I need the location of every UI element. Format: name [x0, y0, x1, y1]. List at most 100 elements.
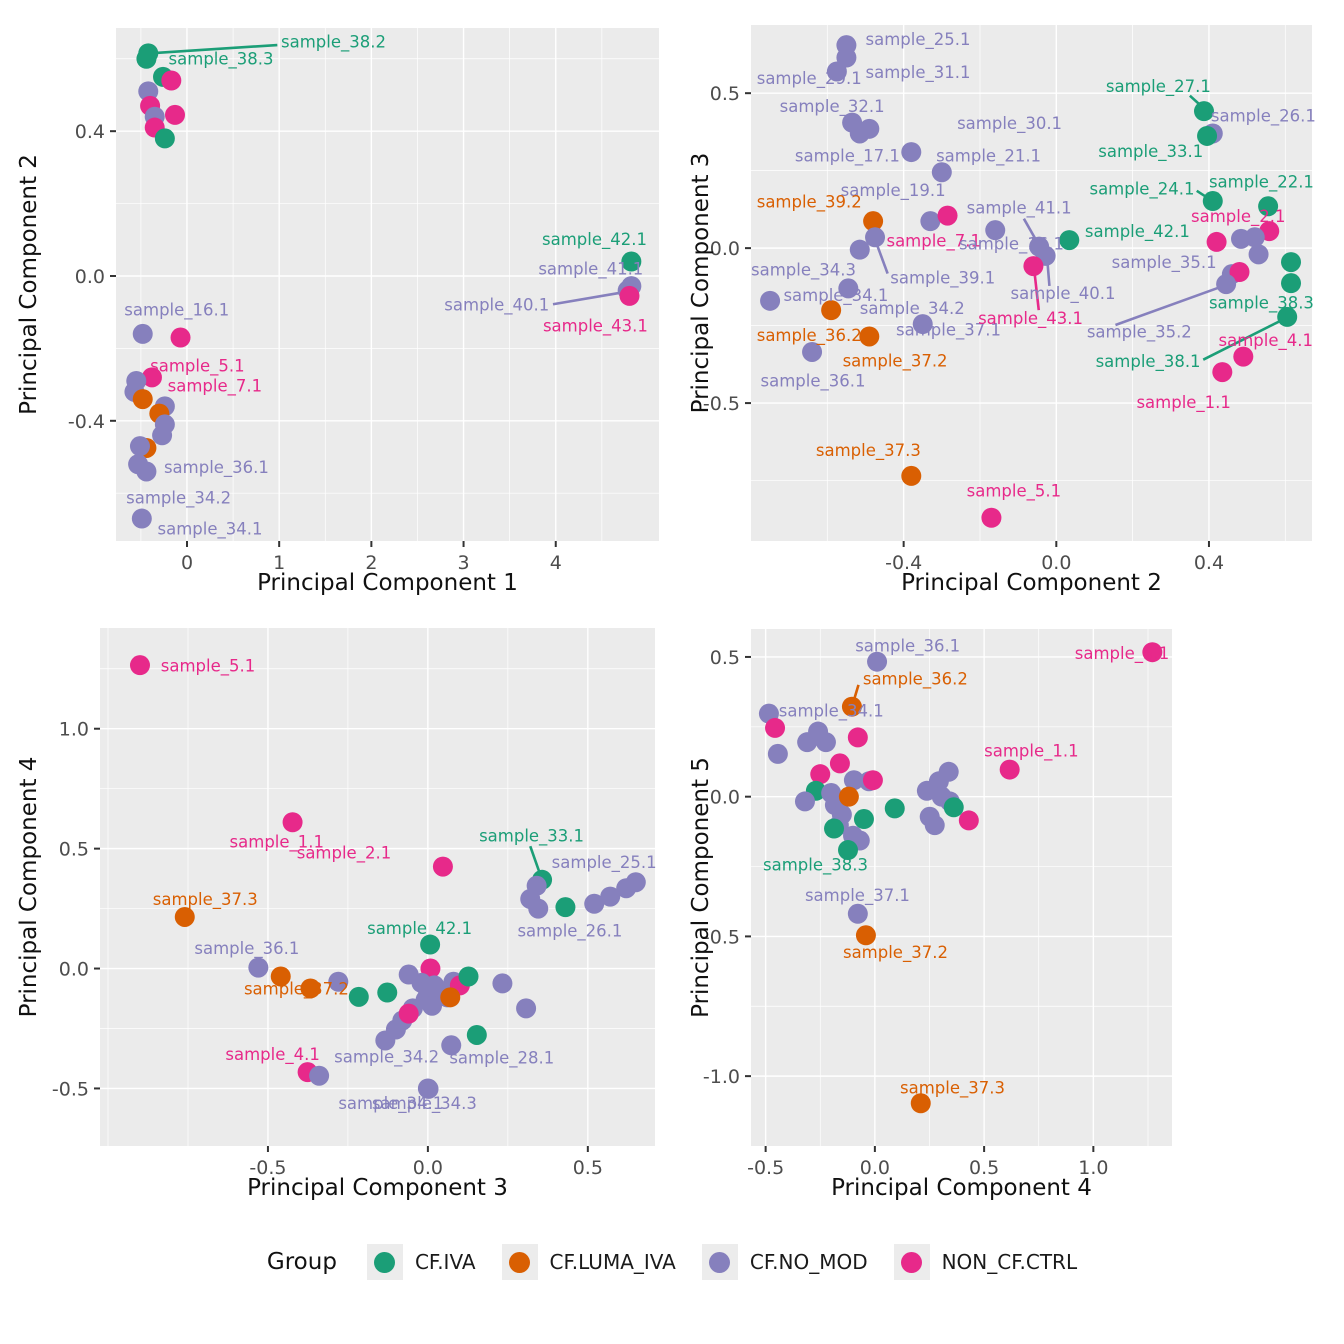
point-label: sample_37.2 [843, 943, 948, 963]
point-label: sample_24.1 [1089, 179, 1194, 199]
point-label: sample_42.1 [542, 230, 647, 250]
point-label: sample_34.2 [860, 299, 965, 319]
y-axis-title: Principal Component 4 [16, 757, 42, 1018]
y-tick-label: -0.5 [703, 926, 740, 948]
data-point-sample_42.1 [621, 251, 642, 272]
data-point-sample_34.1 [418, 1078, 439, 1099]
data-point [884, 798, 905, 819]
point-label: sample_37.3 [900, 1079, 1005, 1099]
point-label: sample_43.1 [978, 309, 1083, 329]
legend-title: Group [266, 1249, 337, 1275]
y-tick-label: 1.0 [59, 719, 89, 741]
x-axis-title: Principal Component 1 [257, 570, 518, 596]
point-label: sample_34.1 [157, 519, 262, 539]
x-axis-title: Principal Component 2 [901, 570, 1162, 596]
label-leader-line [1115, 284, 1224, 327]
point-label: sample_38.3 [1209, 293, 1314, 313]
point-label: sample_7.1 [886, 231, 980, 251]
data-point-sample_37.1 [912, 314, 933, 335]
data-point-sample_38.3 [838, 840, 859, 861]
data-point-sample_43.1 [619, 285, 640, 306]
data-point-sample_5.1 [129, 655, 150, 676]
data-point-sample_4.1 [1233, 346, 1254, 367]
data-point-sample_37.1 [847, 903, 868, 924]
x-tick-label: 0.0 [1041, 552, 1071, 574]
y-tick-label: 0.0 [59, 959, 89, 981]
y-tick-label: 0.5 [710, 647, 740, 669]
data-point [1248, 244, 1269, 265]
point-label: sample_28.1 [449, 1048, 554, 1068]
data-point-sample_38.3 [138, 43, 159, 64]
data-point [152, 425, 173, 446]
point-label: sample_39.2 [757, 192, 862, 212]
point-label: sample_37.1 [805, 886, 910, 906]
data-point-sample_19.1 [931, 162, 952, 183]
legend-dot-icon [709, 1251, 731, 1273]
data-point-sample_37.3 [910, 1093, 931, 1114]
data-point [440, 987, 461, 1008]
data-point [924, 815, 945, 836]
data-point [398, 1003, 419, 1024]
y-tick-label: 0.5 [710, 83, 740, 105]
data-point [824, 818, 845, 839]
point-label: sample_34.2 [126, 489, 231, 509]
x-tick-label: -0.4 [885, 552, 922, 574]
point-label: sample_36.1 [761, 371, 866, 391]
x-tick-label: 0.0 [860, 1157, 890, 1179]
data-point-sample_37.2 [300, 978, 321, 999]
data-point-sample_36.2 [821, 300, 842, 321]
x-tick-label: 1 [273, 552, 285, 574]
data-point [555, 897, 576, 918]
x-tick-label: 3 [458, 552, 470, 574]
data-point-sample_39.1 [865, 227, 886, 248]
data-point [938, 761, 959, 782]
y-tick-label: -0.5 [52, 1078, 89, 1100]
data-point [458, 966, 479, 987]
x-tick-label: 0.4 [1194, 552, 1224, 574]
point-label: sample_37.3 [816, 441, 921, 461]
point-label: sample_1.1 [230, 833, 324, 853]
data-point [129, 436, 150, 457]
data-point-sample_37.3 [901, 465, 922, 486]
point-label: sample_38.2 [281, 32, 386, 52]
data-point-sample_5.1 [170, 327, 191, 348]
point-label: sample_1.1 [1136, 393, 1230, 413]
data-point-sample_1.1 [999, 759, 1020, 780]
data-point-sample_34.3 [849, 239, 870, 260]
data-point-sample_34.2 [838, 278, 859, 299]
legend-entry-cf.luma_iva: CF.LUMA_IVA [501, 1244, 676, 1280]
legend-entry-non_cf.ctrl: NON_CF.CTRL [893, 1244, 1077, 1280]
data-point-sample_34.2 [375, 1030, 396, 1051]
data-point-sample_36.1 [248, 957, 269, 978]
point-label: sample_30.1 [957, 114, 1062, 134]
data-point-sample_2.1 [432, 856, 453, 877]
data-point-sample_37.2 [859, 326, 880, 347]
point-label: sample_34.3 [751, 260, 856, 280]
point-label: sample_42.1 [1085, 222, 1190, 242]
data-point [528, 898, 549, 919]
data-point-sample_7.1 [141, 367, 162, 388]
legend-key-icon [366, 1244, 403, 1280]
data-point [161, 70, 182, 91]
data-point-sample_34.2 [136, 461, 157, 482]
point-label: sample_33.1 [479, 827, 584, 847]
legend-entry-cf.iva: CF.IVA [366, 1244, 476, 1280]
point-label: sample_5.1 [161, 656, 255, 676]
point-label: sample_31.1 [865, 63, 970, 83]
point-label: sample_4.1 [225, 1045, 319, 1065]
point-label: sample_35.2 [1087, 322, 1192, 342]
data-point [466, 1024, 487, 1045]
point-label: sample_41.1 [967, 198, 1072, 218]
point-label: sample_41.1 [538, 259, 643, 279]
legend-entry-cf.no_mod: CF.NO_MOD [701, 1244, 868, 1280]
point-label: sample_43.1 [543, 317, 648, 337]
data-point-sample_33.1 [1197, 125, 1218, 146]
legend-key-icon [893, 1244, 930, 1280]
data-point [348, 986, 369, 1007]
data-point [377, 982, 398, 1003]
point-label: sample_38.3 [763, 855, 868, 875]
data-point-sample_42.1 [1059, 230, 1080, 251]
data-point [309, 1065, 330, 1086]
y-tick-label: 0.4 [75, 121, 105, 143]
